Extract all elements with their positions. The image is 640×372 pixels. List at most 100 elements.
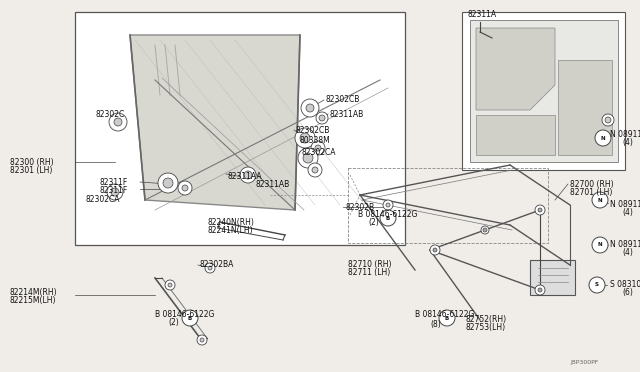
Circle shape	[380, 210, 396, 226]
Circle shape	[315, 145, 321, 151]
Text: 82302CA: 82302CA	[302, 148, 337, 157]
Text: 82240N(RH): 82240N(RH)	[208, 218, 255, 227]
Text: J8P300PF: J8P300PF	[570, 360, 598, 365]
Text: (8): (8)	[430, 320, 441, 329]
Circle shape	[178, 181, 192, 195]
Text: B: B	[386, 215, 390, 221]
Text: (6): (6)	[622, 288, 633, 297]
Circle shape	[308, 163, 322, 177]
Polygon shape	[130, 35, 300, 210]
Circle shape	[311, 141, 325, 155]
Text: 82701 (LH): 82701 (LH)	[570, 188, 612, 197]
Text: 82301 (LH): 82301 (LH)	[10, 166, 52, 175]
Text: 82311F: 82311F	[100, 178, 128, 187]
Text: 82300 (RH): 82300 (RH)	[10, 158, 54, 167]
Circle shape	[433, 248, 437, 252]
Circle shape	[535, 285, 545, 295]
Text: (2): (2)	[168, 318, 179, 327]
Circle shape	[165, 280, 175, 290]
Circle shape	[483, 228, 487, 232]
Circle shape	[303, 153, 313, 163]
Text: 82711 (LH): 82711 (LH)	[348, 268, 390, 277]
Text: N 08911-1062G: N 08911-1062G	[610, 130, 640, 139]
Text: 82302C: 82302C	[96, 110, 125, 119]
Circle shape	[109, 113, 127, 131]
Text: B: B	[188, 315, 192, 321]
Text: B: B	[445, 315, 449, 321]
Circle shape	[301, 99, 319, 117]
Text: 82700 (RH): 82700 (RH)	[570, 180, 614, 189]
Text: 82302CB: 82302CB	[296, 126, 330, 135]
Text: 82311A: 82311A	[468, 10, 497, 19]
Text: 82710 (RH): 82710 (RH)	[348, 260, 392, 269]
Text: 82302CB: 82302CB	[326, 95, 360, 104]
Circle shape	[535, 205, 545, 215]
Circle shape	[481, 226, 489, 234]
Circle shape	[439, 310, 455, 326]
Circle shape	[430, 245, 440, 255]
Text: (4): (4)	[622, 138, 633, 147]
Text: (4): (4)	[622, 208, 633, 217]
Circle shape	[295, 128, 315, 148]
Circle shape	[538, 208, 542, 212]
Circle shape	[208, 266, 212, 270]
Text: 82214M(RH): 82214M(RH)	[10, 288, 58, 297]
Text: B 08146-6122G: B 08146-6122G	[358, 210, 417, 219]
Polygon shape	[558, 60, 612, 155]
Polygon shape	[476, 115, 555, 155]
Text: (4): (4)	[622, 248, 633, 257]
Circle shape	[602, 114, 614, 126]
Circle shape	[158, 173, 178, 193]
Circle shape	[182, 185, 188, 191]
Text: 82752(RH): 82752(RH)	[465, 315, 506, 324]
Circle shape	[383, 200, 393, 210]
Circle shape	[240, 167, 256, 183]
Text: 82215M(LH): 82215M(LH)	[10, 296, 56, 305]
Circle shape	[595, 130, 611, 146]
Text: N: N	[598, 198, 602, 202]
Circle shape	[300, 133, 310, 143]
Circle shape	[605, 117, 611, 123]
Text: 82302BA: 82302BA	[200, 260, 234, 269]
Circle shape	[107, 184, 123, 200]
Circle shape	[168, 283, 172, 287]
Text: 82311F: 82311F	[100, 186, 128, 195]
Bar	[348, 168, 548, 243]
Text: (2): (2)	[368, 218, 379, 227]
Text: S: S	[595, 282, 599, 288]
Circle shape	[306, 104, 314, 112]
Text: S 08310-61262: S 08310-61262	[610, 280, 640, 289]
Circle shape	[538, 288, 542, 292]
Circle shape	[114, 118, 122, 126]
Polygon shape	[470, 20, 618, 162]
Text: 82302B: 82302B	[345, 203, 374, 212]
Text: N 08911-1062G: N 08911-1062G	[610, 200, 640, 209]
Text: 82302CA: 82302CA	[85, 195, 120, 204]
Text: 82311AB: 82311AB	[255, 180, 289, 189]
Bar	[75, 12, 405, 245]
Text: 82311AA: 82311AA	[228, 172, 262, 181]
Text: N 08911-1062G: N 08911-1062G	[610, 240, 640, 249]
Circle shape	[319, 115, 325, 121]
Circle shape	[111, 188, 119, 196]
Circle shape	[312, 167, 318, 173]
Circle shape	[589, 277, 605, 293]
Text: 82241N(LH): 82241N(LH)	[208, 226, 253, 235]
Circle shape	[386, 203, 390, 207]
Text: 82311AB: 82311AB	[330, 110, 364, 119]
Circle shape	[592, 237, 608, 253]
Circle shape	[200, 338, 204, 342]
Bar	[462, 12, 625, 170]
Text: B 08146-6122G: B 08146-6122G	[155, 310, 214, 319]
Circle shape	[244, 171, 252, 179]
Circle shape	[163, 178, 173, 188]
Polygon shape	[476, 28, 555, 110]
Text: B 08146-6122G: B 08146-6122G	[415, 310, 474, 319]
Circle shape	[592, 192, 608, 208]
Text: N: N	[598, 243, 602, 247]
Circle shape	[205, 263, 215, 273]
Circle shape	[182, 310, 198, 326]
Text: 82753(LH): 82753(LH)	[465, 323, 505, 332]
Text: 80338M: 80338M	[300, 136, 331, 145]
Circle shape	[197, 335, 207, 345]
